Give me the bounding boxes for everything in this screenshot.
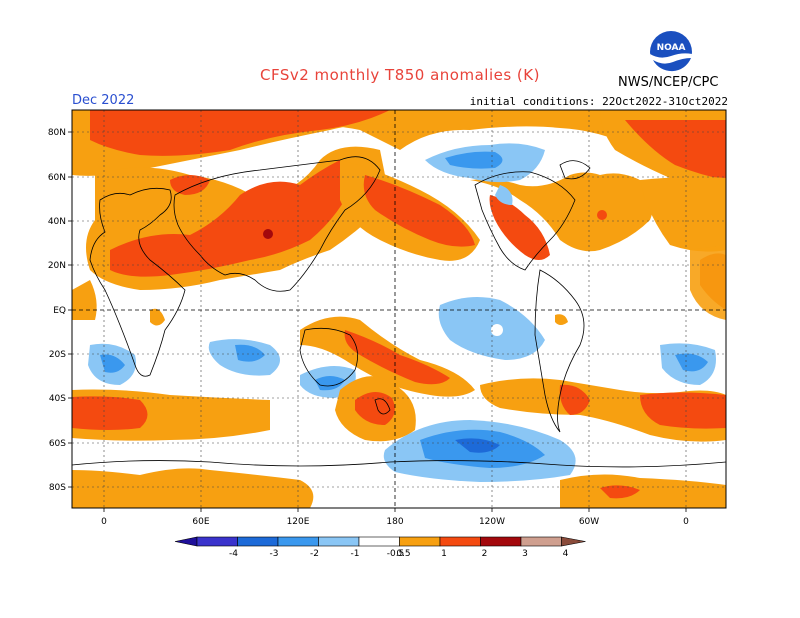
forecast-month: Dec 2022 <box>72 93 135 108</box>
lon-label: 120E <box>287 517 310 527</box>
lon-label: 180 <box>386 517 403 527</box>
colorbar-label: 2 <box>482 549 488 559</box>
colorbar-segment <box>358 536 400 547</box>
lat-label: EQ <box>53 306 66 316</box>
colorbar-label: 0.5 <box>396 549 410 559</box>
map-frame <box>71 109 727 509</box>
lat-label: 80N <box>48 128 66 138</box>
lat-label: 20N <box>48 261 66 271</box>
lat-label: 40S <box>49 394 66 404</box>
coastlines <box>72 156 726 468</box>
logo-text: NOAA <box>657 43 686 53</box>
colorbar-label: -4 <box>229 549 238 559</box>
lat-label: 80S <box>49 483 66 493</box>
colorbar-label: 3 <box>522 549 528 559</box>
lat-label: 60N <box>48 173 66 183</box>
colorbar: -4 -3 -2 -1 -0.50.5 1 2 3 4 <box>174 536 586 559</box>
lon-label: 0 <box>683 517 689 527</box>
colorbar-label: -2 <box>310 549 319 559</box>
colorbar-label: 1 <box>441 549 447 559</box>
lon-label: 0 <box>101 517 107 527</box>
map-title: CFSv2 monthly T850 anomalies (K) <box>260 66 540 84</box>
colorbar-label: -1 <box>351 549 360 559</box>
colorbar-label: 4 <box>563 549 569 559</box>
colorbar-segment <box>439 536 481 547</box>
colorbar-label: -0.5 <box>387 549 405 559</box>
lon-label: 120W <box>479 517 505 527</box>
noaa-logo-icon: NOAA <box>650 31 692 74</box>
lat-label: 40N <box>48 217 66 227</box>
colorbar-segment <box>480 536 522 547</box>
colorbar-segment <box>237 536 279 547</box>
graticule <box>72 110 726 508</box>
colorbar-segment <box>520 536 562 547</box>
colorbar-segment <box>277 536 319 547</box>
agency-label: NWS/NCEP/CPC <box>618 75 719 90</box>
colorbar-arrow-low <box>174 536 198 547</box>
colorbar-arrow-high <box>561 536 586 547</box>
colorbar-segment <box>196 536 238 547</box>
colorbar-segment <box>399 536 441 547</box>
lon-label: 60W <box>579 517 599 527</box>
lat-label: 20S <box>49 350 66 360</box>
lat-label: 60S <box>49 439 66 449</box>
initial-conditions: initial conditions: 22Oct2022-31Oct2022 <box>469 95 728 108</box>
anomaly-field <box>72 110 726 508</box>
colorbar-label: -3 <box>270 549 279 559</box>
lon-label: 60E <box>192 517 209 527</box>
colorbar-segment <box>318 536 360 547</box>
